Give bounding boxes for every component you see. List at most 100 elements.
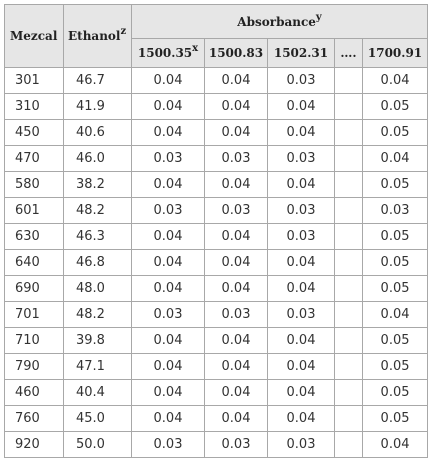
header-mezcal-label: Mezcal: [10, 29, 58, 43]
cell-absorbance: 0.03: [131, 301, 205, 328]
cell-absorbance: 0.04: [204, 353, 268, 380]
table-row: 580 38.2 0.04 0.04 0.04 0.05: [4, 171, 429, 198]
cell-absorbance: 0.04: [131, 275, 205, 302]
table-row: 601 48.2 0.03 0.03 0.03 0.03: [4, 197, 429, 224]
cell-absorbance: 0.04: [267, 249, 335, 276]
cell-ellipsis: [334, 145, 363, 172]
cell-ethanol: 45.0: [63, 405, 132, 432]
table-row: 301 46.7 0.04 0.04 0.03 0.04: [4, 67, 429, 94]
cell-ellipsis: [334, 249, 363, 276]
cell-absorbance: 0.03: [267, 431, 335, 458]
cell-absorbance: 0.03: [204, 197, 268, 224]
wavenumber-footnote: x: [192, 43, 199, 54]
cell-mezcal: 310: [4, 93, 64, 120]
cell-ellipsis: [334, 353, 363, 380]
cell-mezcal: 601: [4, 197, 64, 224]
header-wavenumber: 1500.83: [204, 38, 268, 68]
header-absorbance-label: Absorbance: [237, 14, 316, 29]
header-row-top: Mezcal Ethanolz Absorbancey: [4, 4, 429, 68]
absorbance-table-container: Mezcal Ethanolz Absorbancey 1500.35x 150…: [4, 4, 429, 458]
cell-absorbance: 0.05: [361, 275, 429, 302]
table-row: 790 47.1 0.04 0.04 0.04 0.05: [4, 353, 429, 380]
wavenumber-label: 1500.35: [137, 46, 193, 60]
cell-ethanol: 39.8: [63, 327, 132, 354]
cell-absorbance: 0.04: [131, 379, 205, 406]
cell-absorbance: 0.03: [267, 301, 335, 328]
table-header: Mezcal Ethanolz Absorbancey 1500.35x 150…: [4, 4, 429, 68]
cell-absorbance: 0.03: [204, 145, 268, 172]
cell-mezcal: 640: [4, 249, 64, 276]
cell-ethanol: 46.8: [63, 249, 132, 276]
cell-absorbance: 0.04: [131, 353, 205, 380]
header-ethanol-footnote: z: [120, 26, 127, 37]
cell-mezcal: 460: [4, 379, 64, 406]
cell-absorbance: 0.05: [361, 119, 429, 146]
cell-absorbance: 0.04: [204, 223, 268, 250]
cell-absorbance: 0.04: [361, 67, 429, 94]
cell-absorbance: 0.05: [361, 93, 429, 120]
cell-absorbance: 0.04: [131, 405, 205, 432]
cell-absorbance: 0.04: [267, 379, 335, 406]
header-wavenumber: 1500.35x: [131, 38, 205, 68]
table-row: 470 46.0 0.03 0.03 0.03 0.04: [4, 145, 429, 172]
table-body: 301 46.7 0.04 0.04 0.03 0.04 310 41.9 0.04 0.04 0.…: [4, 67, 429, 458]
cell-absorbance: 0.04: [204, 67, 268, 94]
cell-ellipsis: [334, 405, 363, 432]
cell-absorbance: 0.03: [267, 145, 335, 172]
cell-ellipsis: [334, 327, 363, 354]
cell-absorbance: 0.04: [361, 145, 429, 172]
cell-absorbance: 0.03: [267, 197, 335, 224]
cell-absorbance: 0.04: [267, 353, 335, 380]
cell-ethanol: 46.0: [63, 145, 132, 172]
cell-ellipsis: [334, 93, 363, 120]
header-ellipsis: ….: [334, 38, 363, 68]
cell-absorbance: 0.05: [361, 379, 429, 406]
table-row: 760 45.0 0.04 0.04 0.04 0.05: [4, 405, 429, 432]
cell-absorbance: 0.03: [267, 223, 335, 250]
cell-ethanol: 46.3: [63, 223, 132, 250]
wavenumber-label: 1502.31: [273, 46, 329, 60]
cell-ellipsis: [334, 275, 363, 302]
cell-absorbance: 0.03: [131, 145, 205, 172]
cell-absorbance: 0.04: [204, 405, 268, 432]
cell-mezcal: 580: [4, 171, 64, 198]
cell-ellipsis: [334, 431, 363, 458]
cell-ellipsis: [334, 171, 363, 198]
cell-absorbance: 0.04: [204, 275, 268, 302]
cell-absorbance: 0.04: [267, 119, 335, 146]
absorbance-table: Mezcal Ethanolz Absorbancey 1500.35x 150…: [4, 4, 429, 458]
header-ethanol-label: Ethanol: [68, 29, 121, 43]
ellipsis-label: ….: [340, 46, 357, 60]
cell-absorbance: 0.04: [204, 379, 268, 406]
cell-ethanol: 41.9: [63, 93, 132, 120]
table-row: 310 41.9 0.04 0.04 0.04 0.05: [4, 93, 429, 120]
cell-ethanol: 50.0: [63, 431, 132, 458]
cell-mezcal: 710: [4, 327, 64, 354]
table-row: 920 50.0 0.03 0.03 0.03 0.04: [4, 431, 429, 458]
cell-mezcal: 920: [4, 431, 64, 458]
cell-mezcal: 690: [4, 275, 64, 302]
table-row: 460 40.4 0.04 0.04 0.04 0.05: [4, 379, 429, 406]
cell-ethanol: 46.7: [63, 67, 132, 94]
cell-mezcal: 760: [4, 405, 64, 432]
cell-absorbance: 0.03: [204, 431, 268, 458]
cell-absorbance: 0.03: [204, 301, 268, 328]
cell-absorbance: 0.04: [204, 171, 268, 198]
cell-absorbance: 0.04: [204, 327, 268, 354]
header-ethanol: Ethanolz: [63, 4, 132, 68]
cell-absorbance: 0.04: [131, 327, 205, 354]
cell-absorbance: 0.04: [131, 223, 205, 250]
cell-ethanol: 40.4: [63, 379, 132, 406]
cell-mezcal: 790: [4, 353, 64, 380]
cell-absorbance: 0.04: [131, 119, 205, 146]
table-row: 640 46.8 0.04 0.04 0.04 0.05: [4, 249, 429, 276]
cell-mezcal: 450: [4, 119, 64, 146]
cell-ellipsis: [334, 301, 363, 328]
cell-absorbance: 0.04: [361, 431, 429, 458]
cell-ethanol: 48.0: [63, 275, 132, 302]
cell-absorbance: 0.04: [267, 327, 335, 354]
table-row: 690 48.0 0.04 0.04 0.04 0.05: [4, 275, 429, 302]
cell-absorbance: 0.04: [267, 275, 335, 302]
cell-absorbance: 0.04: [131, 249, 205, 276]
wavenumber-label: 1500.83: [208, 46, 264, 60]
